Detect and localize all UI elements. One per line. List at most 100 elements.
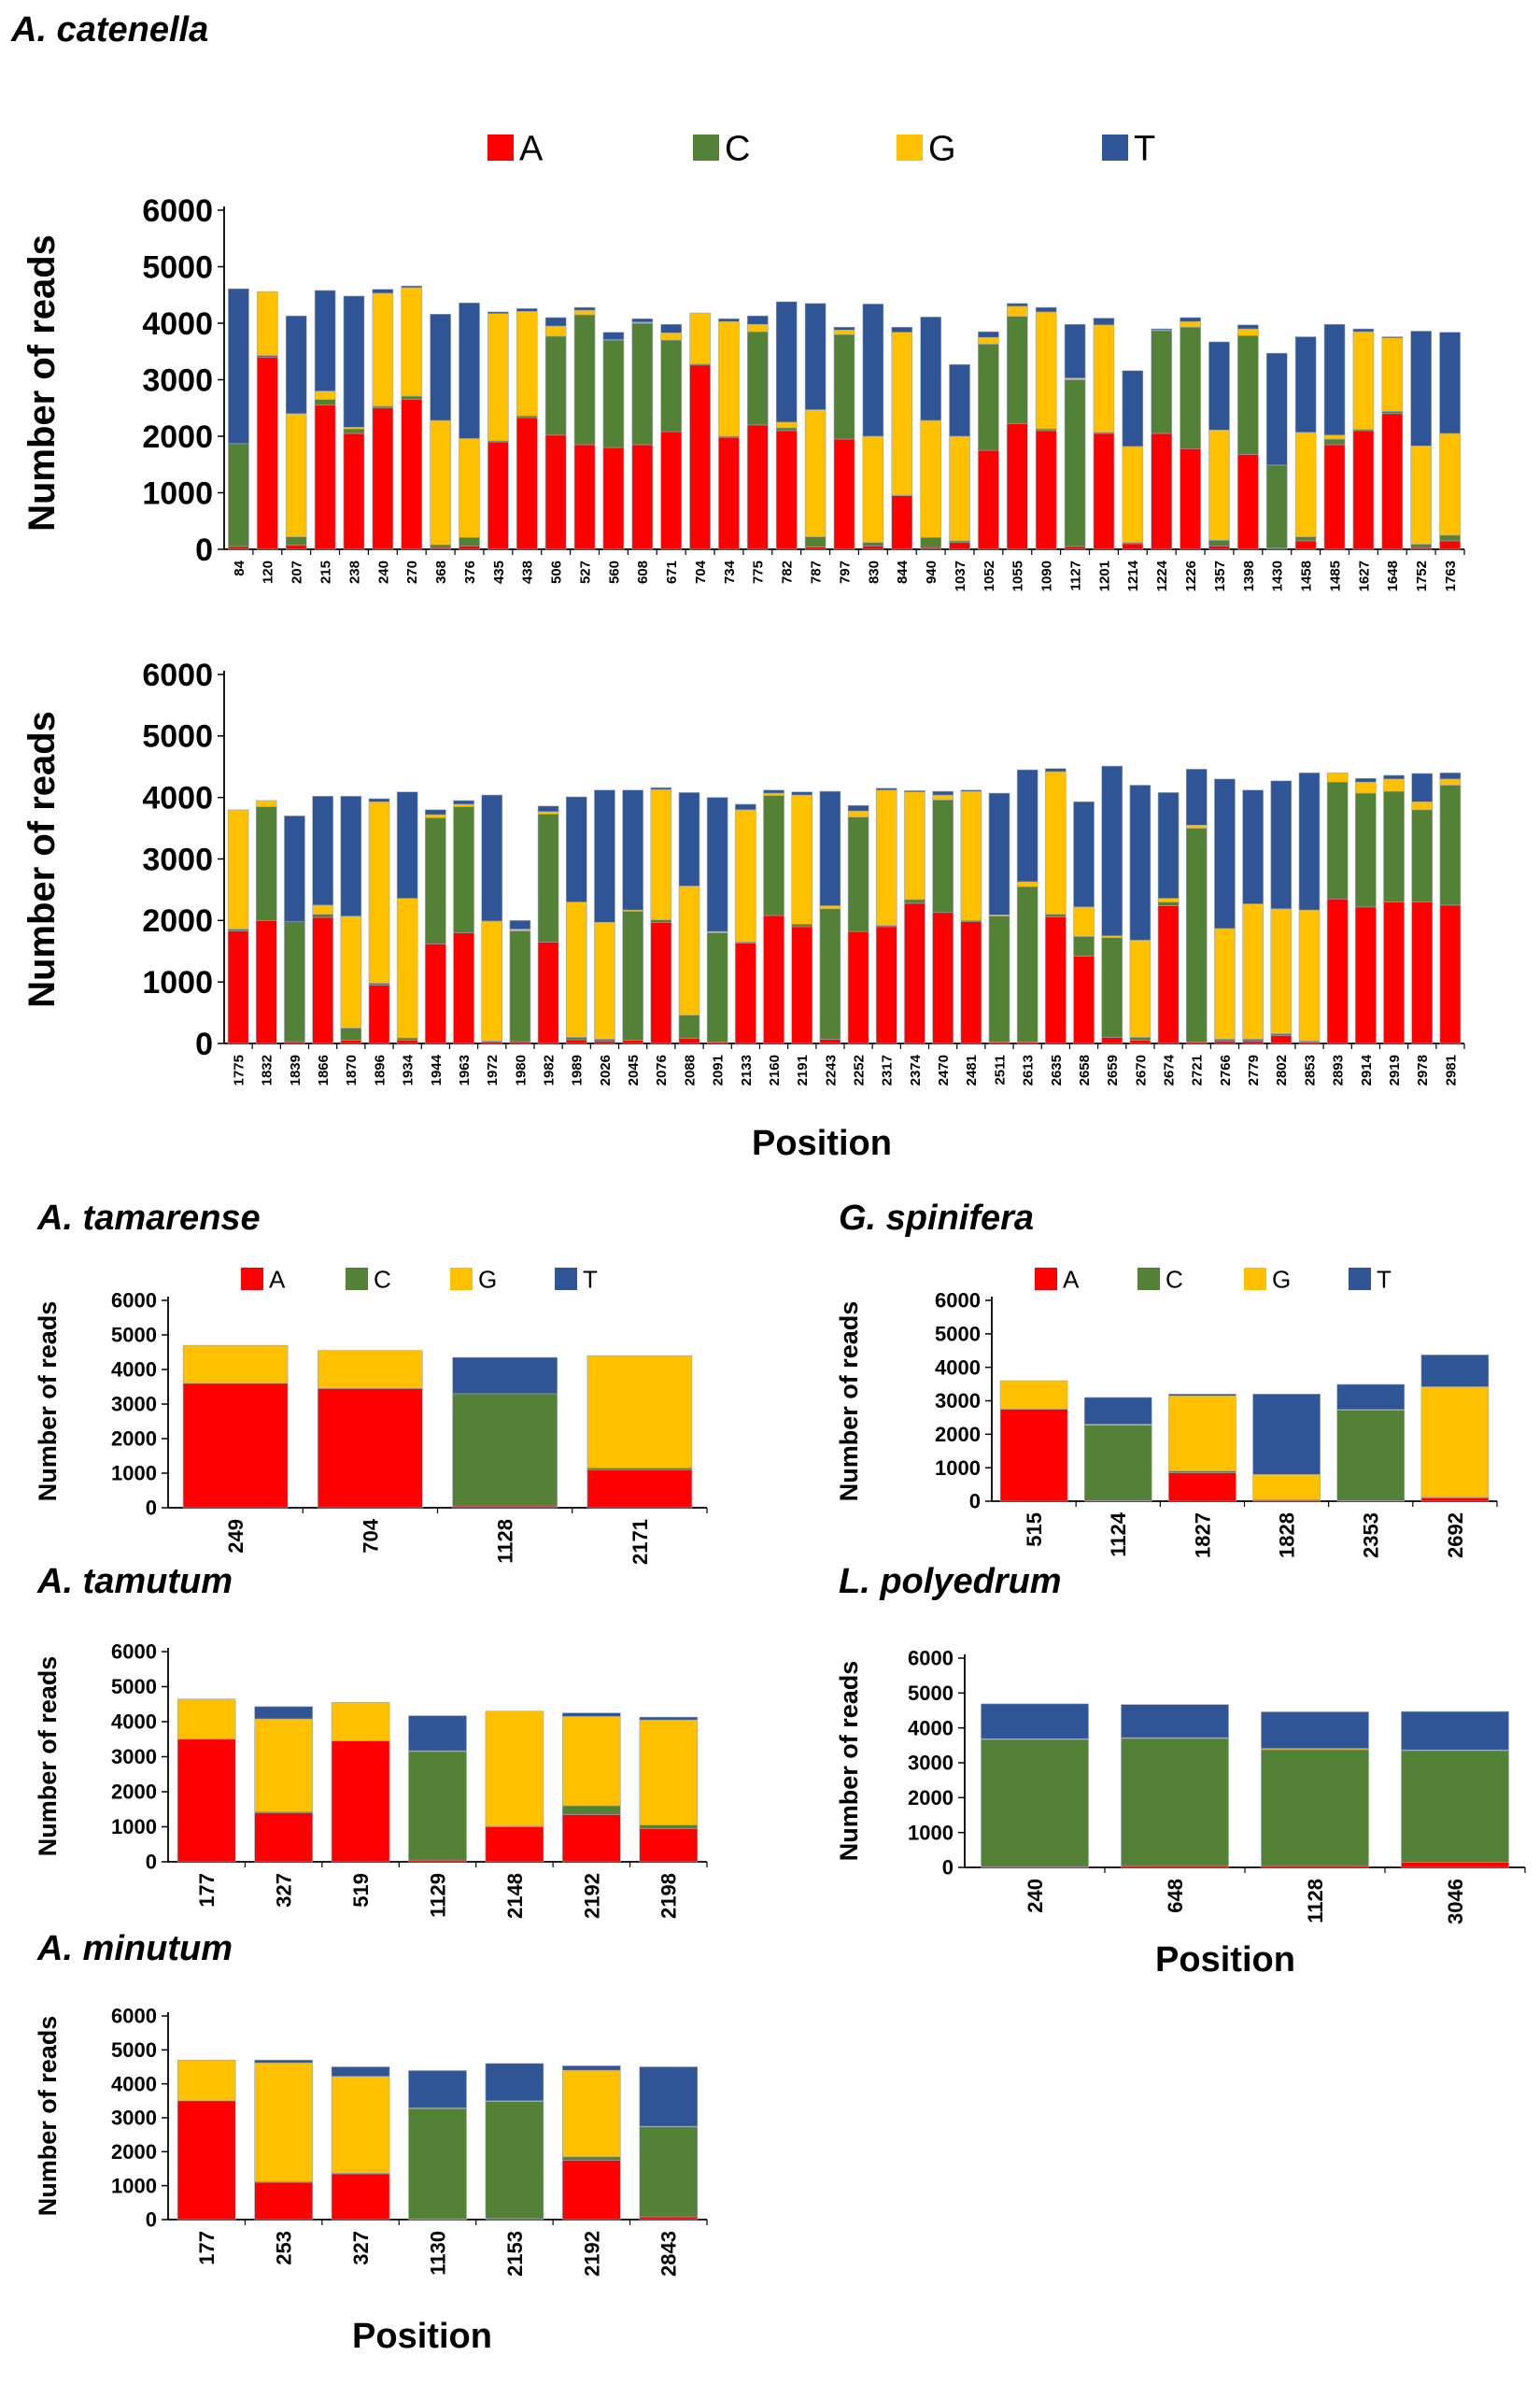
bar-segment-A	[254, 1812, 313, 1863]
bar-segment-C	[639, 2126, 699, 2218]
bar-segment-T	[1083, 1397, 1152, 1425]
x-tick-label: 775	[751, 561, 767, 584]
bar-segment-G	[396, 898, 418, 1039]
bar-segment-T	[312, 796, 333, 906]
bar-segment-G	[573, 309, 596, 316]
x-tick-label: 2160	[767, 1055, 783, 1086]
bar-segment-A	[537, 942, 559, 1044]
x-tick-label: 2317	[880, 1055, 896, 1086]
x-tick-label: 1128	[1304, 1879, 1327, 1923]
bar-segment-C	[1410, 544, 1432, 548]
bar-segment-C	[573, 314, 596, 446]
bar-segment-A	[1093, 433, 1115, 550]
bar-segment-T	[1323, 323, 1346, 436]
bar-segment-G	[1208, 430, 1230, 541]
bar-segment-G	[562, 2069, 621, 2158]
bar-segment-C	[1401, 1750, 1509, 1863]
bar-segment-T	[718, 318, 740, 322]
y-tick-label: 3000	[935, 1389, 981, 1412]
bar-segment-T	[408, 1715, 467, 1752]
x-tick-label: 1130	[426, 2231, 449, 2276]
x-tick-label: 1648	[1385, 561, 1401, 591]
bar-segment-C	[932, 799, 954, 914]
bar-segment-T	[485, 2063, 544, 2102]
x-tick-label: 519	[349, 1873, 373, 1908]
bar-segment-T	[650, 787, 672, 790]
bar-segment-T	[1252, 1394, 1321, 1475]
bar-segment-G	[453, 803, 474, 807]
bar-segment-T	[228, 288, 249, 445]
x-tick-label: 2374	[908, 1054, 924, 1086]
bar-segment-A	[1151, 433, 1173, 550]
legend-swatch-A	[1035, 1268, 1057, 1290]
bar-segment-G	[1252, 1474, 1321, 1500]
bar-segment-T	[509, 920, 531, 929]
bar-segment-G	[314, 390, 336, 400]
bar-segment-A	[318, 1388, 423, 1509]
bar-segment-G	[1016, 881, 1038, 887]
x-tick-label: 2843	[657, 2231, 681, 2277]
bar-segment-A	[689, 364, 711, 550]
bar-segment-G	[1270, 908, 1293, 1034]
y-tick-label: 0	[146, 1851, 157, 1874]
bar-segment-T	[1007, 303, 1028, 307]
x-tick-label: 608	[635, 561, 651, 584]
bar-segment-T	[562, 2065, 621, 2071]
x-tick-label: 1090	[1039, 561, 1055, 591]
bar-segment-C	[833, 333, 855, 440]
bar-segment-A	[1270, 1035, 1293, 1044]
bar-segment-A	[862, 546, 884, 550]
x-tick-label: 830	[866, 561, 882, 584]
y-tick-label: 0	[942, 1856, 954, 1880]
bar-segment-C	[1121, 1738, 1229, 1866]
legend-label-A: A	[269, 1265, 286, 1293]
x-tick-label: 2779	[1246, 1055, 1262, 1086]
bar-segment-A	[949, 542, 970, 550]
bar-segment-A	[1035, 430, 1057, 550]
y-tick-label: 1000	[908, 1821, 954, 1844]
bar-segment-T	[1401, 1710, 1509, 1751]
legend-label-G: G	[1272, 1265, 1291, 1293]
bar-segment-G	[791, 794, 813, 925]
bar-segment-T	[1168, 1394, 1236, 1397]
bar-segment-T	[981, 1703, 1089, 1739]
x-tick-label: 2692	[1444, 1512, 1467, 1558]
bar-segment-T	[1073, 801, 1095, 908]
bar-segment-C	[660, 339, 682, 433]
bar-segment-C	[904, 899, 925, 904]
bar-segment-A	[1122, 543, 1144, 550]
bar-segment-G	[960, 790, 982, 921]
bar-segment-C	[706, 932, 728, 1043]
bar-segment-C	[340, 1028, 362, 1042]
y-tick-label: 0	[146, 1497, 157, 1520]
y-tick-label: 6000	[142, 193, 213, 229]
x-tick-label: 2192	[580, 2231, 603, 2277]
bar-segment-A	[396, 1040, 418, 1044]
bar-segment-A	[639, 2216, 699, 2221]
bar-segment-C	[1381, 411, 1404, 415]
y-tick-label: 2000	[111, 2140, 157, 2164]
y-tick-label: 2000	[111, 1781, 157, 1804]
y-tick-label: 2000	[935, 1423, 981, 1446]
x-tick-label: 215	[318, 561, 333, 584]
bar-segment-T	[978, 331, 999, 338]
y-tick-label: 3000	[142, 842, 213, 877]
bar-segment-T	[1381, 336, 1404, 339]
y-tick-label: 0	[195, 1027, 213, 1062]
bar-segment-A	[285, 545, 307, 550]
bar-segment-A	[875, 926, 897, 1044]
bar-segment-G	[1410, 445, 1432, 545]
bar-segment-A	[660, 431, 682, 550]
bar-segment-A	[833, 438, 855, 550]
y-tick-label: 6000	[935, 1289, 981, 1313]
x-tick-label: 1934	[401, 1054, 417, 1086]
bar-segment-A	[804, 546, 827, 550]
bar-segment-G	[594, 922, 615, 1040]
x-tick-label: 2613	[1021, 1055, 1037, 1086]
x-tick-label: 2191	[795, 1055, 811, 1086]
bar-segment-A	[1381, 413, 1404, 550]
bar-segment-G	[1237, 328, 1259, 336]
x-tick-label: 1128	[494, 1519, 517, 1564]
bar-segment-G	[999, 1380, 1068, 1410]
bar-segment-A	[1355, 906, 1377, 1044]
